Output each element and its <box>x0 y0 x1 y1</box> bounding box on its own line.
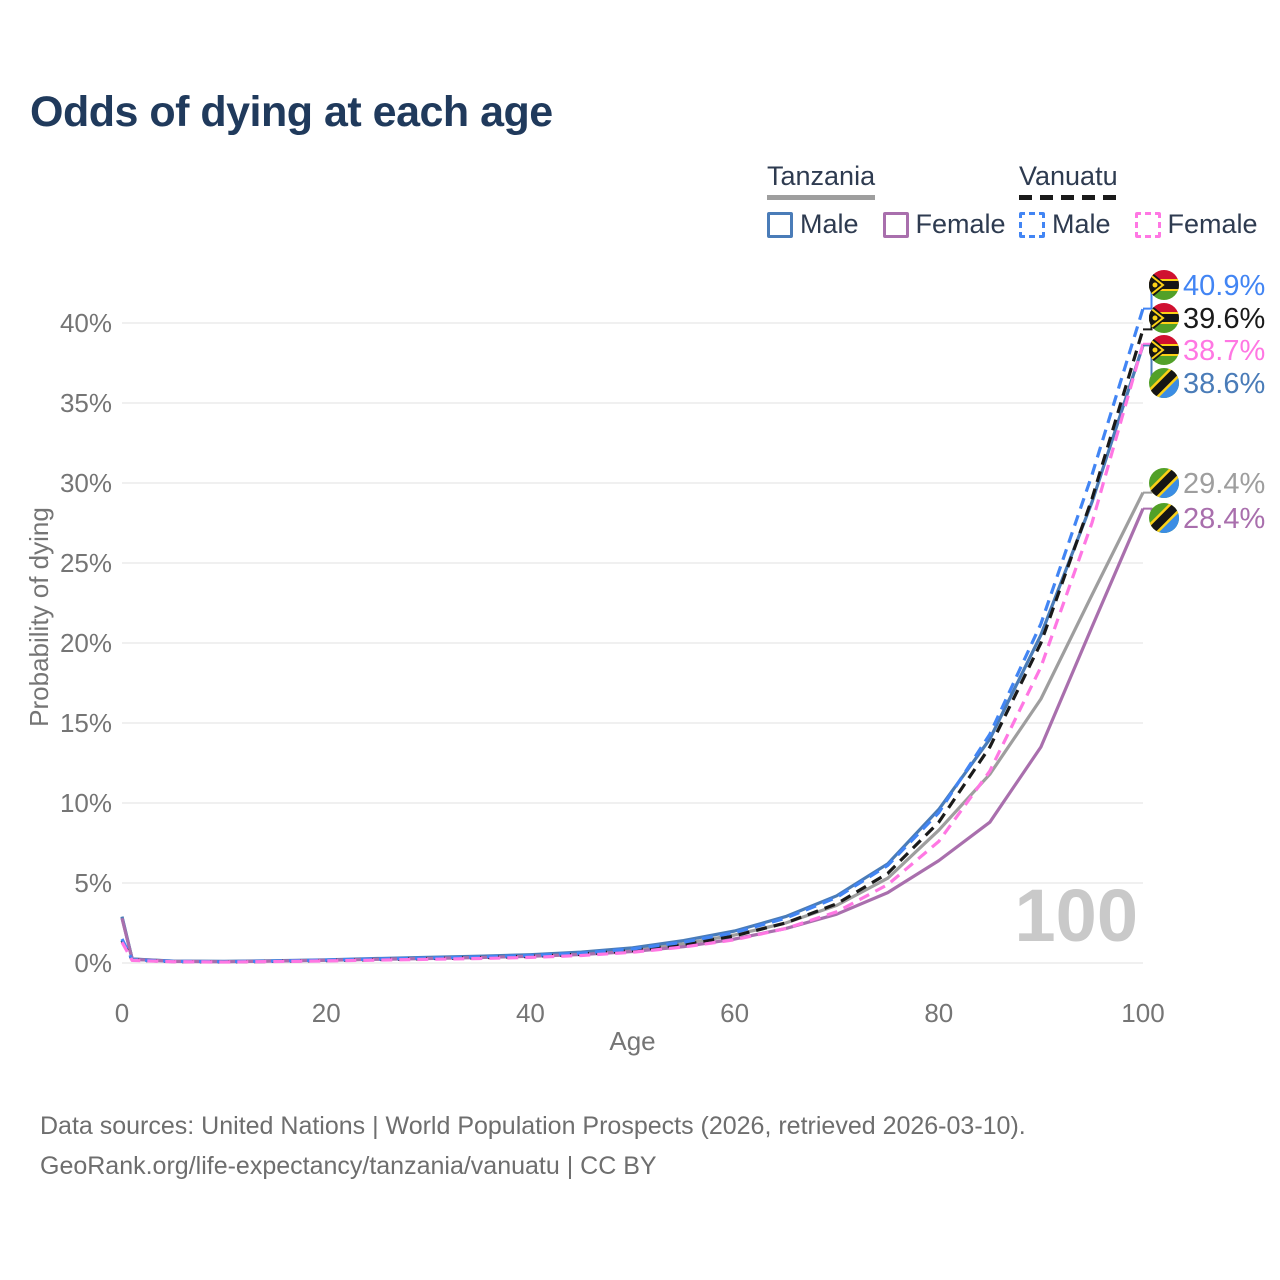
legend-country-vanuatu[interactable]: Vanuatu <box>1019 161 1118 200</box>
legend-item-tanzania-male[interactable]: Male <box>767 209 859 240</box>
end-label-tz-male: 38.6% <box>1183 368 1265 400</box>
end-label-vu-male: 40.9% <box>1183 270 1265 302</box>
series-line-tz-male[interactable] <box>120 344 1145 964</box>
dashed-line-key-icon <box>1019 195 1118 200</box>
flag-yellow-chevron <box>1149 338 1165 362</box>
legend-item-tanzania-female[interactable]: Female <box>882 209 1006 240</box>
y-tick-label: 40% <box>60 308 112 338</box>
y-tick-label: 30% <box>60 468 112 498</box>
vanuatu-male-swatch-icon <box>1019 211 1045 238</box>
flag-yellow-chevron <box>1149 273 1165 297</box>
legend-country-label: Tanzania <box>767 161 876 191</box>
y-tick-label: 20% <box>60 628 112 658</box>
end-label-tz-female: 28.4% <box>1183 503 1265 535</box>
x-tick-label: 20 <box>312 998 341 1028</box>
x-tick-label: 80 <box>924 998 953 1028</box>
legend-item-vanuatu-male[interactable]: Male <box>1019 209 1111 240</box>
tanzania-female-swatch-icon <box>882 211 909 238</box>
flag-emblem <box>1152 282 1158 288</box>
x-tick-label: 60 <box>720 998 749 1028</box>
legend-country-label: Vanuatu <box>1019 161 1118 191</box>
legend-item-label: Male <box>1052 209 1111 239</box>
y-tick-label: 15% <box>60 708 112 738</box>
series-line-vu-all[interactable] <box>120 328 1145 964</box>
y-tick-label: 10% <box>60 788 112 818</box>
legend-item-label: Female <box>915 209 1006 239</box>
y-tick-label: 35% <box>60 388 112 418</box>
legend-group-vanuatu: Vanuatu Male Female <box>1019 161 1258 240</box>
end-label-tz-all: 29.4% <box>1183 468 1265 500</box>
flag-emblem <box>1152 347 1158 353</box>
tanzania-male-swatch-icon <box>767 211 793 238</box>
flag-icon-vanuatu <box>1149 303 1179 333</box>
flag-icon-tanzania <box>1149 503 1179 533</box>
x-tick-label: 0 <box>115 998 129 1028</box>
x-tick-label: 40 <box>516 998 545 1028</box>
flag-emblem <box>1152 315 1158 321</box>
y-tick-label: 5% <box>74 868 112 898</box>
y-axis-title: Probability of dying <box>24 507 54 727</box>
x-axis-title: Age <box>609 1026 655 1056</box>
y-tick-label: 0% <box>74 948 112 978</box>
series-line-vu-male[interactable] <box>120 308 1145 964</box>
legend-group-tanzania: Tanzania Male Female <box>767 161 1006 240</box>
page-title: Odds of dying at each age <box>30 88 553 136</box>
y-tick-label: 25% <box>60 548 112 578</box>
data-sources-note: Data sources: United Nations | World Pop… <box>40 1106 1026 1186</box>
x-tick-label: 100 <box>1121 998 1164 1028</box>
legend-country-tanzania[interactable]: Tanzania <box>767 161 876 200</box>
vanuatu-female-swatch-icon <box>1134 211 1161 238</box>
legend-item-label: Male <box>800 209 859 239</box>
end-label-vu-all: 39.6% <box>1183 303 1265 335</box>
flag-icon-vanuatu <box>1149 270 1179 300</box>
flag-icon-tanzania <box>1149 468 1179 498</box>
legend-item-vanuatu-female[interactable]: Female <box>1134 209 1258 240</box>
solid-line-key-icon <box>767 195 876 200</box>
end-label-vu-female: 38.7% <box>1183 335 1265 367</box>
age-counter-watermark: 100 <box>1015 874 1138 957</box>
legend-item-label: Female <box>1167 209 1258 239</box>
data-sources-line: Data sources: United Nations | World Pop… <box>40 1112 1026 1140</box>
flag-yellow-chevron <box>1149 306 1165 330</box>
flag-icon-vanuatu <box>1149 335 1179 365</box>
series-line-vu-female[interactable] <box>120 343 1145 964</box>
attribution-line: GeoRank.org/life-expectancy/tanzania/van… <box>40 1152 657 1180</box>
